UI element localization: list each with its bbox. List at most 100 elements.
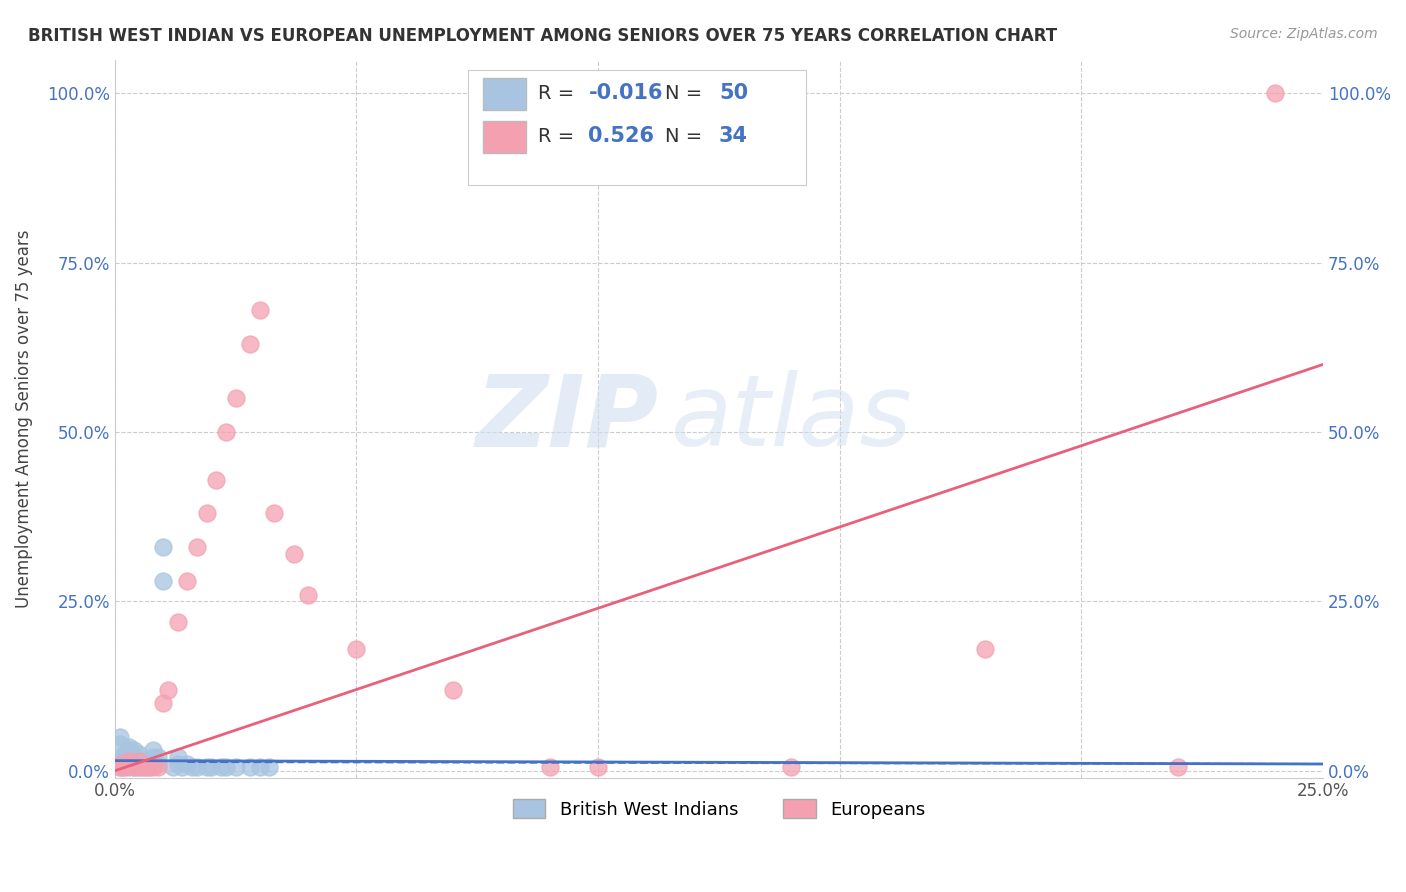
- Point: [205, 473, 228, 487]
- Point: [973, 641, 995, 656]
- Point: [118, 743, 141, 757]
- Point: [195, 760, 218, 774]
- Text: N =: N =: [665, 127, 709, 146]
- Point: [118, 754, 141, 768]
- FancyBboxPatch shape: [484, 120, 526, 153]
- Point: [186, 541, 208, 555]
- Point: [538, 760, 561, 774]
- Point: [1167, 760, 1189, 774]
- FancyBboxPatch shape: [484, 78, 526, 110]
- Point: [780, 760, 803, 774]
- Point: [152, 541, 174, 555]
- Text: -0.016: -0.016: [589, 83, 664, 103]
- Point: [108, 760, 131, 774]
- Point: [166, 750, 188, 764]
- Point: [166, 615, 188, 629]
- Point: [172, 760, 194, 774]
- Text: N =: N =: [665, 84, 709, 103]
- Point: [249, 303, 271, 318]
- Point: [148, 750, 170, 764]
- Point: [152, 574, 174, 588]
- Point: [142, 760, 165, 774]
- Point: [186, 760, 208, 774]
- Text: BRITISH WEST INDIAN VS EUROPEAN UNEMPLOYMENT AMONG SENIORS OVER 75 YEARS CORRELA: BRITISH WEST INDIAN VS EUROPEAN UNEMPLOY…: [28, 27, 1057, 45]
- Point: [142, 757, 165, 772]
- Text: 0.526: 0.526: [589, 127, 654, 146]
- Point: [142, 743, 165, 757]
- Point: [249, 760, 271, 774]
- FancyBboxPatch shape: [468, 70, 806, 186]
- Point: [176, 757, 198, 772]
- Text: 50: 50: [718, 83, 748, 103]
- Point: [176, 574, 198, 588]
- Point: [118, 747, 141, 761]
- Text: ZIP: ZIP: [475, 370, 658, 467]
- Point: [122, 760, 145, 774]
- Point: [148, 757, 170, 772]
- Point: [138, 760, 160, 774]
- Point: [128, 760, 150, 774]
- Point: [118, 760, 141, 774]
- Point: [142, 750, 165, 764]
- Point: [108, 760, 131, 774]
- Point: [181, 760, 204, 774]
- Point: [152, 696, 174, 710]
- Point: [112, 750, 135, 764]
- Point: [132, 760, 155, 774]
- Point: [138, 754, 160, 768]
- Point: [118, 754, 141, 768]
- Point: [112, 760, 135, 774]
- Point: [215, 425, 238, 439]
- Point: [209, 760, 232, 774]
- Point: [225, 391, 247, 405]
- Point: [108, 730, 131, 744]
- Point: [128, 747, 150, 761]
- Point: [166, 757, 188, 772]
- Point: [122, 743, 145, 757]
- Point: [138, 760, 160, 774]
- Point: [297, 588, 319, 602]
- Point: [215, 760, 238, 774]
- Point: [225, 760, 247, 774]
- Text: Source: ZipAtlas.com: Source: ZipAtlas.com: [1230, 27, 1378, 41]
- Point: [112, 757, 135, 772]
- Point: [118, 750, 141, 764]
- Point: [112, 754, 135, 768]
- Point: [122, 760, 145, 774]
- Text: 34: 34: [718, 127, 748, 146]
- Text: R =: R =: [537, 84, 581, 103]
- Point: [108, 737, 131, 751]
- Point: [118, 757, 141, 772]
- Point: [239, 337, 262, 351]
- Point: [108, 754, 131, 768]
- Point: [122, 757, 145, 772]
- Point: [156, 682, 179, 697]
- Text: atlas: atlas: [671, 370, 912, 467]
- Point: [128, 754, 150, 768]
- Point: [148, 760, 170, 774]
- Point: [132, 760, 155, 774]
- Text: R =: R =: [537, 127, 581, 146]
- Point: [122, 750, 145, 764]
- Point: [112, 760, 135, 774]
- Point: [128, 760, 150, 774]
- Point: [108, 757, 131, 772]
- Point: [118, 740, 141, 755]
- Point: [132, 754, 155, 768]
- Point: [1264, 87, 1286, 101]
- Point: [441, 682, 464, 697]
- Point: [263, 507, 285, 521]
- Point: [239, 760, 262, 774]
- Legend: British West Indians, Europeans: British West Indians, Europeans: [505, 792, 932, 826]
- Point: [162, 760, 184, 774]
- Y-axis label: Unemployment Among Seniors over 75 years: Unemployment Among Seniors over 75 years: [15, 229, 32, 607]
- Point: [118, 757, 141, 772]
- Point: [586, 760, 609, 774]
- Point: [128, 754, 150, 768]
- Point: [112, 747, 135, 761]
- Point: [108, 757, 131, 772]
- Point: [195, 507, 218, 521]
- Point: [346, 641, 368, 656]
- Point: [200, 760, 222, 774]
- Point: [259, 760, 281, 774]
